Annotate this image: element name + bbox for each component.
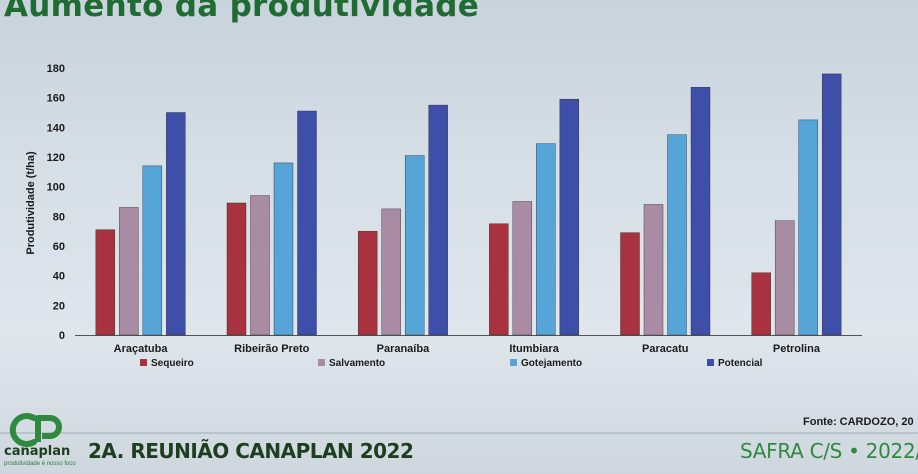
bar-salvamento-3 <box>512 201 533 336</box>
logo-tagline: produtividade é nosso foco <box>4 461 76 467</box>
y-tick-label: 120 <box>47 152 65 164</box>
legend-label-gotejamento: Gotejamento <box>521 358 582 369</box>
legend-label-sequeiro: Sequeiro <box>151 358 194 369</box>
bar-sequeiro-5 <box>751 272 771 336</box>
bar-chart: Produtividade (t/ha) 0 20 40 60 80 100 120 140 1… <box>25 63 862 369</box>
y-axis: 0 20 40 60 80 100 120 140 160 180 <box>47 63 65 342</box>
legend-swatch-potencial <box>707 359 714 366</box>
bar-gotejamento-1 <box>273 162 294 336</box>
bar-gotejamento-2 <box>404 155 425 336</box>
bar-gotejamento-4 <box>667 134 687 336</box>
footer-divider <box>0 432 918 434</box>
bar-potencial-0 <box>166 112 186 336</box>
y-tick-label: 60 <box>53 241 65 253</box>
bar-potencial-2 <box>428 104 448 336</box>
bar-potencial-5 <box>821 73 842 336</box>
y-tick-label: 20 <box>53 300 65 312</box>
x-tick-label: Ribeirão Preto <box>234 343 309 355</box>
legend-label-potencial: Potencial <box>718 358 763 369</box>
bar-salvamento-4 <box>643 204 664 336</box>
y-tick-label: 40 <box>53 271 65 283</box>
bar-sequeiro-1 <box>226 202 247 336</box>
y-tick-label: 80 <box>53 211 65 223</box>
bar-sequeiro-0 <box>95 229 116 336</box>
legend-swatch-sequeiro <box>140 359 147 366</box>
y-tick-label: 100 <box>47 182 65 194</box>
bar-gotejamento-3 <box>536 143 556 336</box>
meeting-title: 2A. REUNIÃO CANAPLAN 2022 <box>88 439 414 463</box>
bar-sequeiro-4 <box>620 232 640 336</box>
y-tick-label: 160 <box>47 93 65 105</box>
canaplan-logo-icon <box>9 413 62 447</box>
bar-potencial-4 <box>690 87 711 336</box>
x-tick-label: Itumbiara <box>509 343 559 355</box>
y-axis-title: Produtividade (t/ha) <box>25 151 37 255</box>
legend: Sequeiro Salvamento Gotejamento Potencial <box>140 358 763 369</box>
slide-title: Aumento da produtividade <box>4 0 480 24</box>
y-tick-label: 0 <box>59 330 65 342</box>
legend-swatch-salvamento <box>318 359 325 366</box>
bar-salvamento-0 <box>119 207 139 336</box>
bar-sequeiro-3 <box>489 223 509 336</box>
bar-potencial-3 <box>559 98 580 336</box>
x-tick-label: Araçatuba <box>114 343 169 355</box>
logo-wordmark: canaplan <box>4 444 71 459</box>
bar-sequeiro-2 <box>357 230 378 336</box>
safra-label: SAFRA C/S • 2022/23 <box>740 439 918 463</box>
legend-swatch-gotejamento <box>510 359 517 366</box>
bar-gotejamento-0 <box>142 165 163 336</box>
bar-salvamento-5 <box>774 220 795 336</box>
y-tick-label: 140 <box>47 122 65 134</box>
bars <box>95 73 842 336</box>
x-axis: Araçatuba Ribeirão Preto Paranaíba Itumbiar… <box>114 343 821 355</box>
y-tick-label: 180 <box>47 63 65 75</box>
legend-label-salvamento: Salvamento <box>329 358 385 369</box>
x-tick-label: Paranaíba <box>377 343 430 355</box>
x-tick-label: Petrolina <box>773 343 821 355</box>
bar-gotejamento-5 <box>798 119 818 336</box>
bar-salvamento-2 <box>381 208 401 336</box>
x-tick-label: Paracatu <box>642 343 688 355</box>
bar-salvamento-1 <box>250 195 270 336</box>
bar-potencial-1 <box>297 110 317 336</box>
source-citation: Fonte: CARDOZO, 20 <box>803 416 914 428</box>
